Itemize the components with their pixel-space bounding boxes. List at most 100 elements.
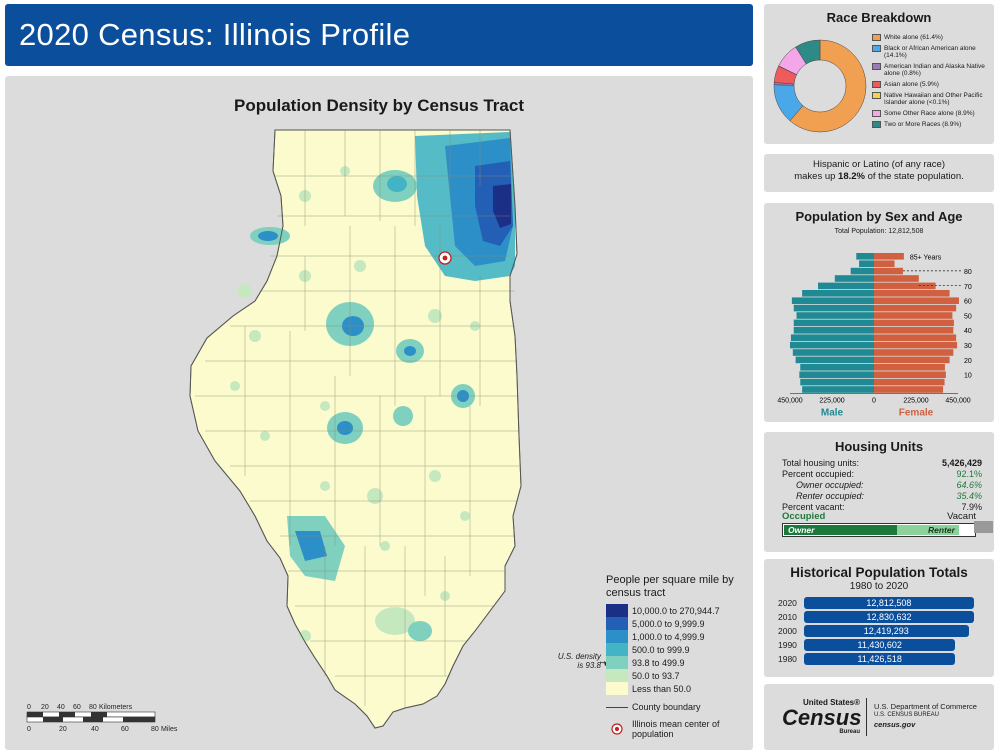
history-year: 1980	[778, 654, 797, 664]
county-boundaries	[195, 130, 519, 708]
scale-km-tick-40: 40	[57, 704, 65, 711]
race-legend: White alone (61.4%) Black or African Amer…	[872, 34, 992, 132]
legend-row: Less than 50.0	[606, 682, 751, 695]
race-swatch	[872, 121, 881, 128]
housing-row: Total housing units: 5,426,429	[782, 458, 982, 469]
housing-row-label: Total housing units:	[782, 458, 860, 468]
race-swatch	[872, 45, 881, 52]
legend-label: Less than 50.0	[632, 683, 692, 694]
history-year: 2020	[778, 598, 797, 608]
race-legend-item: Black or African American alone (14.1%)	[872, 45, 992, 59]
scale-mi-tick-20: 20	[59, 726, 67, 733]
housing-row-label: Owner occupied:	[796, 480, 864, 490]
pyramid-female-bar	[874, 356, 950, 364]
housing-row-value: 35.4%	[956, 491, 982, 501]
pyramid-female-bar	[874, 253, 904, 260]
pyramid-male-bar	[793, 319, 874, 327]
legend-row: 1,000.0 to 4,999.9	[606, 630, 751, 643]
pyramid-male-bar	[859, 260, 874, 267]
pyramid-panel: Population by Sex and Age Total Populati…	[764, 203, 994, 422]
pyramid-age-tick: 80	[964, 269, 972, 276]
pyramid-x-tick: 450,000	[777, 398, 802, 405]
occupancy-bar: Owner Renter	[782, 523, 976, 537]
pyramid-x-tick: 225,000	[819, 398, 844, 405]
pyramid-male-bar	[790, 341, 874, 349]
chicago-density-dense	[493, 184, 511, 228]
pyramid-female-bar	[874, 349, 954, 356]
hispanic-post: of the state population.	[867, 171, 964, 182]
pyramid-x-tick: 0	[872, 398, 876, 405]
history-row: 2010 12,830,632	[778, 611, 974, 623]
legend-swatch	[606, 669, 628, 682]
housing-row-value: 5,426,429	[941, 458, 982, 468]
decatur-density	[393, 406, 413, 426]
pyramid-total: Total Population: 12,812,508	[834, 228, 924, 235]
pyramid-female-bar	[874, 319, 954, 327]
illinois-map: 0 20 40 60 80 Kilometers 0 20 40 60 80 M…	[26, 129, 610, 733]
pyramid-male-bar	[793, 304, 874, 312]
race-label: White alone (61.4%)	[884, 34, 943, 41]
renter-label: Renter	[928, 525, 955, 535]
legend-label: 5,000.0 to 9,999.9	[632, 618, 705, 629]
pyramid-male-bar	[802, 386, 874, 393]
pyramid-female-bar	[874, 267, 903, 275]
race-legend-item: Native Hawaiian and Other Pacific Island…	[872, 92, 992, 106]
race-slice-0	[789, 39, 867, 133]
owner-bar: Owner	[784, 525, 898, 535]
housing-row-label: Percent vacant:	[782, 502, 845, 512]
pyramid-chart: 450,000 225,000 0 225,000 450,000 10 20 30 40 50 6…	[777, 253, 972, 419]
pyramid-female-bar	[874, 371, 946, 378]
scale-mi-label: Miles	[161, 726, 178, 733]
pyramid-male-bar	[793, 327, 874, 334]
pyramid-male-bar	[834, 275, 874, 282]
scale-mi-tick-40: 40	[91, 726, 99, 733]
occupied-label: Occupied	[782, 511, 826, 522]
pyramid-age-tick: 30	[964, 343, 972, 350]
history-row: 2020 12,812,508	[778, 597, 974, 609]
pyramid-x-tick: 450,000	[945, 398, 970, 405]
bloomington-core	[404, 346, 416, 356]
history-bar: 12,812,508	[804, 597, 974, 609]
scale-mi-tick-60: 60	[121, 726, 129, 733]
pyramid-female-bar	[874, 275, 919, 282]
logo-divider	[866, 698, 867, 736]
history-subtitle: 1980 to 2020	[849, 581, 909, 592]
pyramid-female-bar	[874, 327, 954, 334]
scale-km-tick-20: 20	[41, 704, 49, 711]
race-legend-item: White alone (61.4%)	[872, 34, 992, 41]
page-title: 2020 Census: Illinois Profile	[19, 17, 411, 52]
logo-panel: United States® Census Bureau U.S. Depart…	[764, 684, 994, 750]
legend-row: 93.8 to 499.9	[606, 656, 751, 669]
scale-mi-tick-0: 0	[27, 726, 31, 733]
scale-km-tick-80: 80	[89, 704, 97, 711]
pyramid-female-bar	[874, 282, 936, 290]
census-logo: United States® Census Bureau	[782, 698, 861, 735]
race-swatch	[872, 81, 881, 88]
owner-label: Owner	[788, 525, 815, 535]
pyramid-female-bar	[874, 378, 945, 386]
pyramid-male-bar	[795, 356, 874, 364]
pyramid-male-bar	[818, 282, 874, 290]
race-legend-item: Two or More Races (8.9%)	[872, 121, 992, 128]
pyramid-male-label: Male	[821, 408, 844, 419]
dept-line1: U.S. Department of Commerce	[874, 702, 977, 711]
race-slice-6	[795, 39, 821, 65]
legend-mean-center: Illinois mean center of population	[606, 719, 751, 739]
pyramid-male-bar	[796, 312, 874, 319]
race-swatch	[872, 34, 881, 41]
logo-bureau-text: Bureau	[839, 729, 860, 735]
pyramid-female-bar	[874, 386, 944, 393]
race-title: Race Breakdown	[826, 10, 932, 25]
legend-swatch	[606, 617, 628, 630]
rockford-core	[387, 176, 407, 192]
pyramid-female-bar	[874, 290, 950, 297]
legend-county-boundary: County boundary	[606, 702, 751, 712]
scale-km-tick-60: 60	[73, 704, 81, 711]
hispanic-panel: Hispanic or Latino (of any race) makes u…	[764, 154, 994, 192]
scale-km-label: Kilometers	[99, 704, 133, 711]
housing-row-label: Renter occupied:	[796, 491, 865, 501]
pyramid-male-bar	[792, 349, 874, 356]
legend-label: 10,000.0 to 270,944.7	[632, 605, 720, 616]
legend-swatch	[606, 630, 628, 643]
pyramid-age-tick: 60	[964, 299, 972, 306]
